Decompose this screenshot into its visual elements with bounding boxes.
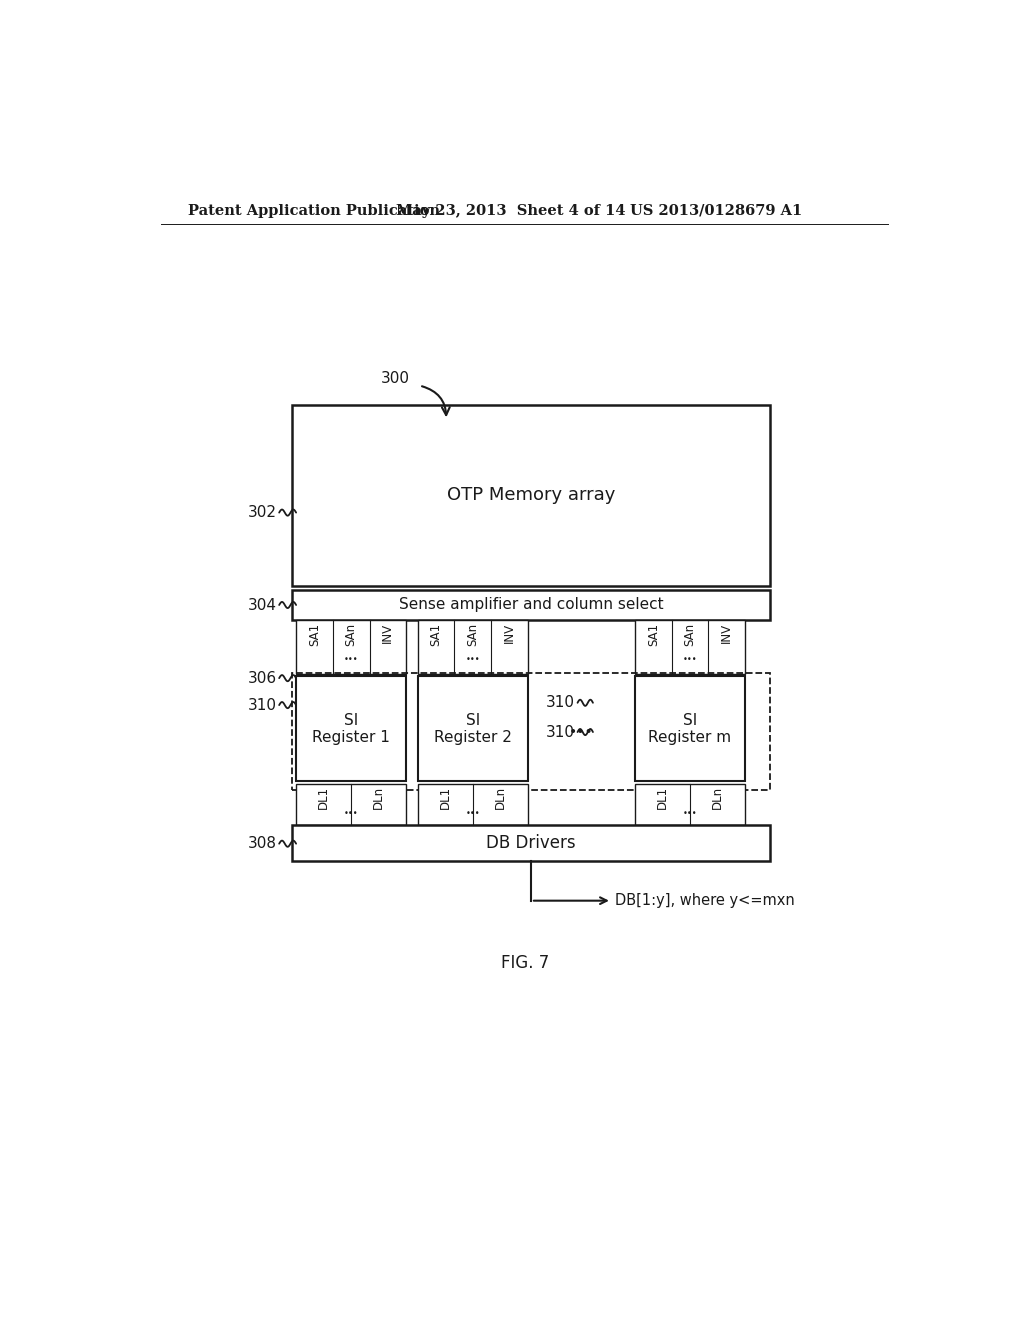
Text: 306: 306	[248, 671, 276, 685]
Text: SI: SI	[466, 713, 480, 729]
Bar	[296, 620, 407, 675]
Text: 300: 300	[381, 371, 410, 387]
Bar	[418, 676, 528, 780]
Text: •••: •••	[466, 809, 480, 818]
Text: DL1: DL1	[317, 785, 330, 809]
Text: •••: •••	[344, 809, 358, 818]
Text: DL1: DL1	[656, 785, 669, 809]
Text: Register 2: Register 2	[434, 730, 512, 744]
Text: OTP Memory array: OTP Memory array	[446, 486, 615, 504]
Bar	[296, 676, 407, 780]
Text: May 23, 2013  Sheet 4 of 14: May 23, 2013 Sheet 4 of 14	[396, 203, 626, 218]
Text: DLn: DLn	[372, 785, 385, 809]
Text: INV: INV	[381, 623, 394, 643]
Text: INV: INV	[720, 623, 733, 643]
Text: •••: •••	[466, 655, 480, 664]
Text: Register 1: Register 1	[312, 730, 390, 744]
Text: SAn: SAn	[683, 623, 696, 645]
Text: 302: 302	[248, 506, 276, 520]
Text: Sense amplifier and column select: Sense amplifier and column select	[398, 598, 664, 612]
Bar	[418, 620, 528, 675]
Text: DL1: DL1	[439, 785, 452, 809]
Text: SA1: SA1	[308, 623, 321, 645]
Bar	[635, 620, 745, 675]
Text: •••: •••	[683, 655, 697, 664]
Text: Register m: Register m	[648, 730, 731, 744]
Text: SI: SI	[683, 713, 697, 729]
Text: SA1: SA1	[430, 623, 442, 645]
Text: 310: 310	[248, 697, 276, 713]
Bar	[292, 590, 770, 620]
Text: Patent Application Publication: Patent Application Publication	[188, 203, 440, 218]
Bar	[635, 676, 745, 780]
Text: DLn: DLn	[494, 785, 507, 809]
Text: DB Drivers: DB Drivers	[486, 834, 575, 851]
Bar	[292, 825, 770, 861]
Text: •••: •••	[683, 809, 697, 818]
Text: INV: INV	[503, 623, 516, 643]
Text: •••: •••	[344, 655, 358, 664]
Text: 308: 308	[248, 836, 276, 851]
Text: 310: 310	[546, 725, 575, 739]
Text: US 2013/0128679 A1: US 2013/0128679 A1	[630, 203, 802, 218]
Text: DLn: DLn	[711, 785, 724, 809]
Text: FIG. 7: FIG. 7	[501, 954, 549, 972]
Text: •••: •••	[569, 725, 594, 739]
Text: SAn: SAn	[345, 623, 357, 645]
Text: DB[1:y], where y<=mxn: DB[1:y], where y<=mxn	[614, 894, 795, 908]
Bar	[292, 673, 770, 789]
Bar	[635, 784, 745, 825]
Bar	[292, 405, 770, 586]
Text: 304: 304	[248, 598, 276, 612]
Bar	[418, 784, 528, 825]
Text: SAn: SAn	[466, 623, 479, 645]
Bar	[296, 784, 407, 825]
Text: 310: 310	[546, 696, 575, 710]
FancyArrowPatch shape	[422, 387, 450, 414]
Text: SI: SI	[344, 713, 358, 729]
Text: SA1: SA1	[647, 623, 659, 645]
